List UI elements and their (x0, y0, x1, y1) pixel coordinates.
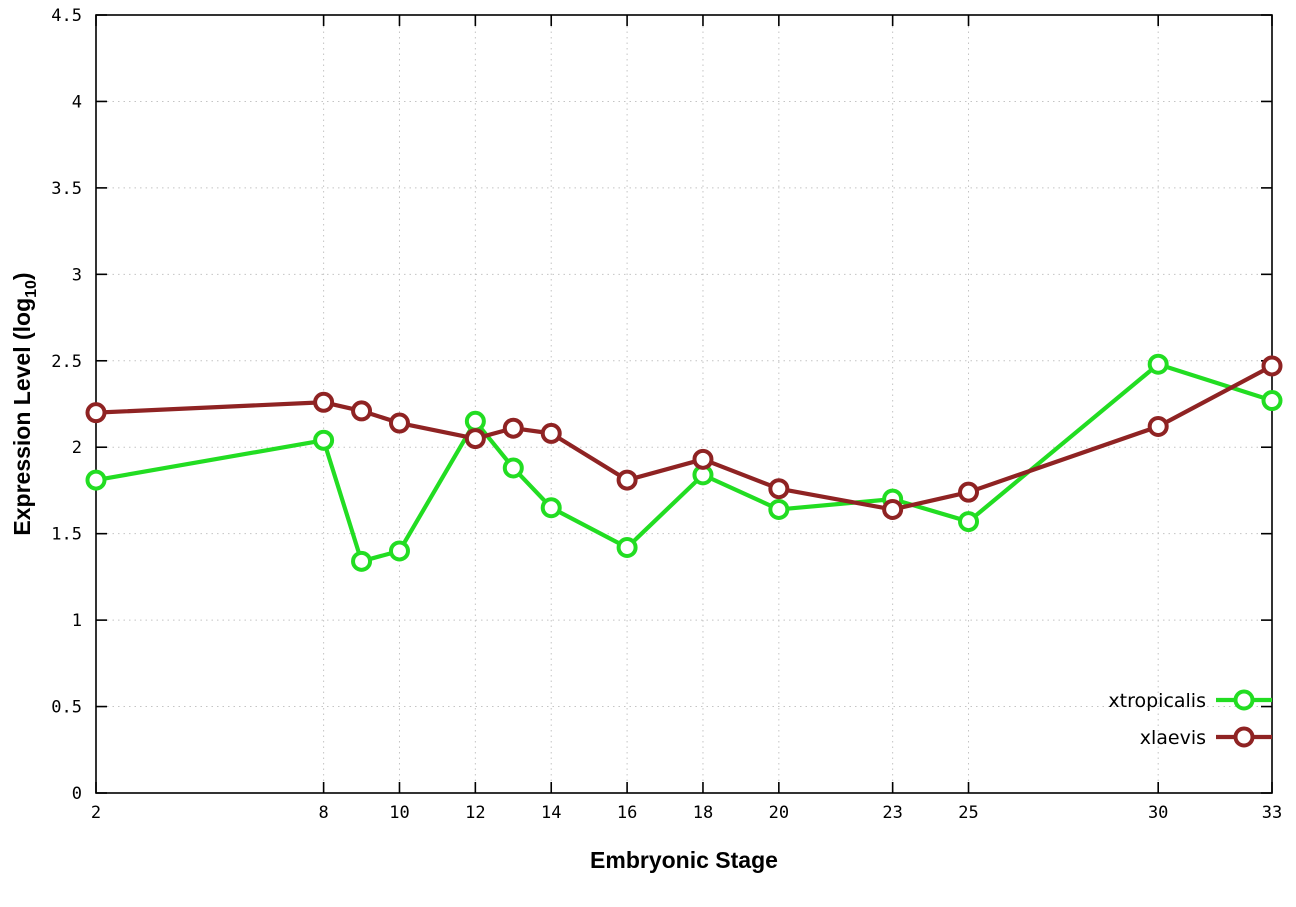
xlaevis-point[interactable] (882, 498, 904, 520)
y-tick-label: 1.5 (51, 525, 82, 545)
legend-item-xtropicalis: xtropicalis (1108, 689, 1272, 712)
y-tick-label: 1 (72, 611, 82, 631)
x-tick-label: 16 (617, 803, 637, 823)
xtropicalis-point[interactable] (502, 457, 524, 479)
series-xlaevis (85, 355, 1283, 520)
x-tick-label: 10 (389, 803, 409, 823)
x-tick-label: 18 (693, 803, 713, 823)
y-tick-label: 0.5 (51, 698, 82, 718)
x-tick-label: 2 (91, 803, 101, 823)
xlaevis-point[interactable] (502, 417, 524, 439)
series-xtropicalis (85, 353, 1283, 572)
x-axis-label: Embryonic Stage (590, 847, 778, 873)
x-tick-label: 12 (465, 803, 485, 823)
xlaevis-point[interactable] (464, 428, 486, 450)
x-tick-label: 25 (958, 803, 978, 823)
y-tick-label: 0 (72, 784, 82, 804)
xtropicalis-point[interactable] (313, 429, 335, 451)
y-tick-label: 2.5 (51, 352, 82, 372)
y-axis-label: Expression Level (log10) (9, 272, 40, 535)
xlaevis-point[interactable] (540, 422, 562, 444)
legend: xtropicalis xlaevis (1108, 689, 1272, 749)
y-tick-labels: 0 0.5 1 1.5 2 2.5 3 3.5 4 4.5 (51, 6, 82, 804)
xlaevis-point[interactable] (768, 478, 790, 500)
legend-sample-marker (1233, 689, 1255, 711)
xtropicalis-point[interactable] (1261, 390, 1283, 412)
xtropicalis-point[interactable] (616, 536, 638, 558)
xtropicalis-point[interactable] (85, 469, 107, 491)
x-tick-label: 30 (1148, 803, 1168, 823)
xlaevis-point[interactable] (958, 481, 980, 503)
y-tick-label: 3.5 (51, 179, 82, 199)
y-tick-label: 2 (72, 438, 82, 458)
xlaevis-point[interactable] (313, 391, 335, 413)
x-tick-label: 23 (882, 803, 902, 823)
y-tick-label: 3 (72, 265, 82, 285)
x-tick-label: 8 (318, 803, 328, 823)
xlaevis-point[interactable] (692, 448, 714, 470)
xlaevis-point[interactable] (1147, 415, 1169, 437)
xlaevis-point[interactable] (1261, 355, 1283, 377)
xtropicalis-point[interactable] (464, 410, 486, 432)
xtropicalis-point[interactable] (351, 550, 373, 572)
xlaevis-line (93, 363, 1275, 512)
x-tick-labels: 2 8 10 12 14 16 18 20 23 25 30 33 (91, 803, 1282, 823)
xlaevis-point[interactable] (351, 400, 373, 422)
x-tick-label: 33 (1262, 803, 1282, 823)
xtropicalis-point[interactable] (958, 511, 980, 533)
legend-item-xlaevis: xlaevis (1140, 726, 1272, 749)
x-tick-label: 14 (541, 803, 561, 823)
xtropicalis-point[interactable] (388, 540, 410, 562)
legend-label-xlaevis: xlaevis (1140, 727, 1206, 749)
xlaevis-point[interactable] (388, 412, 410, 434)
y-tick-label: 4 (72, 92, 82, 112)
y-tick-label: 4.5 (51, 6, 82, 26)
legend-label-xtropicalis: xtropicalis (1108, 690, 1206, 712)
xlaevis-point[interactable] (85, 402, 107, 424)
xtropicalis-point[interactable] (768, 498, 790, 520)
legend-sample-marker (1233, 726, 1255, 748)
xtropicalis-point[interactable] (1147, 353, 1169, 375)
xlaevis-point[interactable] (616, 469, 638, 491)
x-tick-label: 20 (769, 803, 789, 823)
xtropicalis-point[interactable] (540, 497, 562, 519)
tick-marks (95, 14, 1273, 794)
